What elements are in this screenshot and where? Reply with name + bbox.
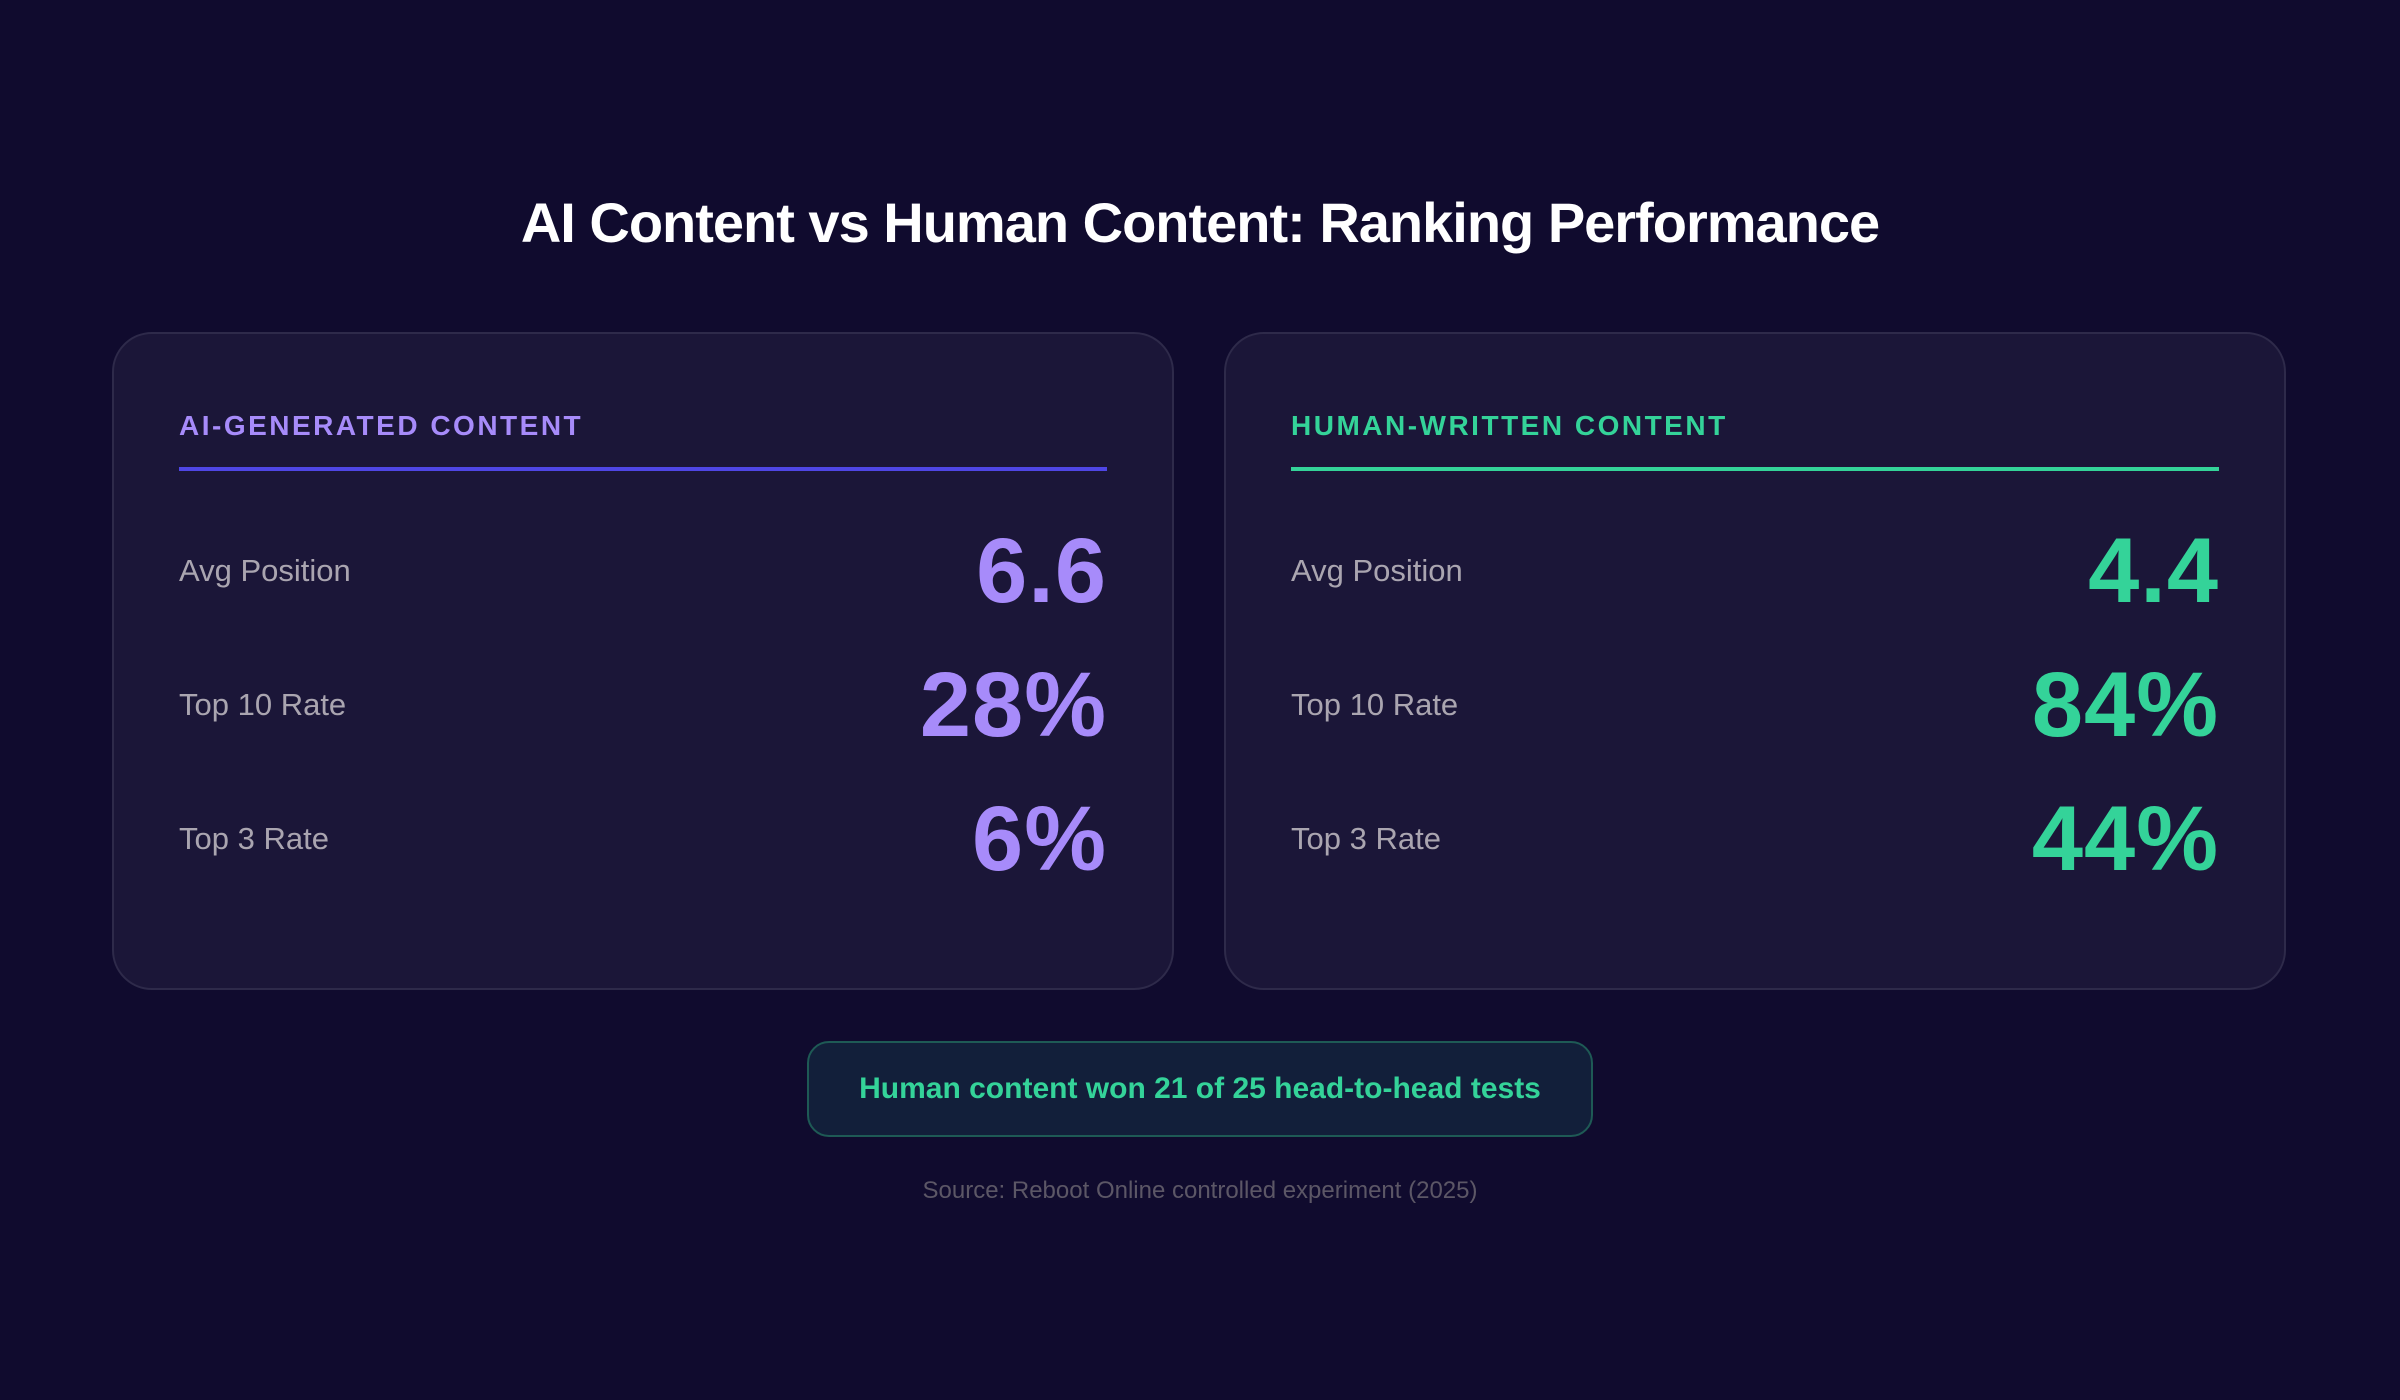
stat-row-avg-position: Avg Position 4.4: [1291, 504, 2219, 638]
stat-label: Top 10 Rate: [1291, 687, 1459, 722]
summary-banner: Human content won 21 of 25 head-to-head …: [807, 1041, 1593, 1137]
stat-label: Avg Position: [179, 553, 351, 588]
stat-value: 28%: [919, 653, 1107, 756]
stat-value: 6.6: [976, 519, 1107, 622]
stat-row-top3-rate: Top 3 Rate 44%: [1291, 772, 2219, 906]
card-heading: AI-GENERATED CONTENT: [179, 410, 584, 441]
stat-value: 6%: [972, 787, 1107, 890]
heading-divider: [179, 467, 1107, 471]
stat-row-top3-rate: Top 3 Rate 6%: [179, 772, 1107, 906]
heading-divider: [1291, 467, 2219, 471]
stat-label: Top 3 Rate: [1291, 821, 1441, 856]
source-note: Source: Reboot Online controlled experim…: [922, 1177, 1478, 1204]
ai-content-card: AI-GENERATED CONTENT Avg Position 6.6 To…: [112, 332, 1174, 990]
stat-row-avg-position: Avg Position 6.6: [179, 504, 1107, 638]
page-title: AI Content vs Human Content: Ranking Per…: [520, 191, 1880, 254]
stat-value: 84%: [2031, 653, 2219, 756]
stat-label: Top 3 Rate: [179, 821, 329, 856]
stat-label: Avg Position: [1291, 553, 1463, 588]
stat-row-top10-rate: Top 10 Rate 84%: [1291, 638, 2219, 772]
human-content-card: HUMAN-WRITTEN CONTENT Avg Position 4.4 T…: [1224, 332, 2286, 990]
stat-label: Top 10 Rate: [179, 687, 347, 722]
stat-value: 4.4: [2088, 519, 2219, 622]
card-heading: HUMAN-WRITTEN CONTENT: [1291, 410, 1728, 441]
stat-value: 44%: [2031, 787, 2219, 890]
stat-row-top10-rate: Top 10 Rate 28%: [179, 638, 1107, 772]
